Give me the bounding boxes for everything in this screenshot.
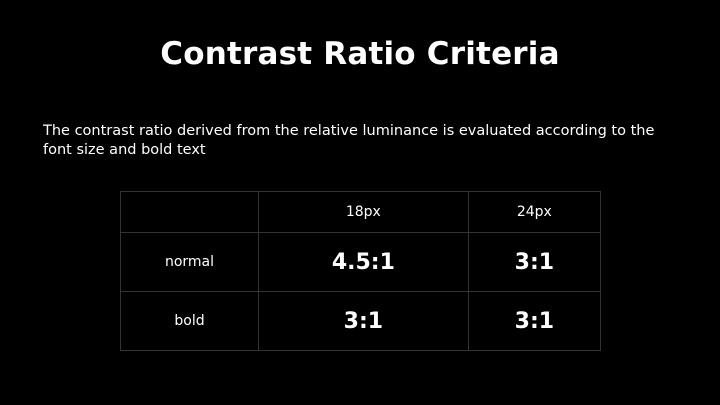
ratio-cell: 3:1 (258, 291, 469, 351)
column-header: 18px (258, 191, 469, 233)
title: Contrast Ratio Criteria (160, 36, 560, 72)
corner-cell (120, 191, 259, 233)
row: normal 4.5:1 3:1 (120, 232, 602, 292)
table-body: 18px 24px normal 4.5:1 3:1 bold 3:1 3:1 (120, 191, 602, 351)
ratio-cell: 3:1 (467, 232, 602, 292)
description: The contrast ratio derived from the rela… (43, 123, 655, 158)
row-label: bold (120, 291, 259, 351)
ratio-cell: 3:1 (467, 291, 602, 351)
criteria-table: 18px 24px normal 4.5:1 3:1 bold 3:1 3:1 (120, 191, 602, 351)
ratio-cell: 4.5:1 (258, 232, 469, 292)
column-header: 24px (467, 191, 602, 233)
header-row: 18px 24px (120, 191, 602, 233)
row-label: normal (120, 232, 259, 292)
row: bold 3:1 3:1 (120, 291, 602, 351)
